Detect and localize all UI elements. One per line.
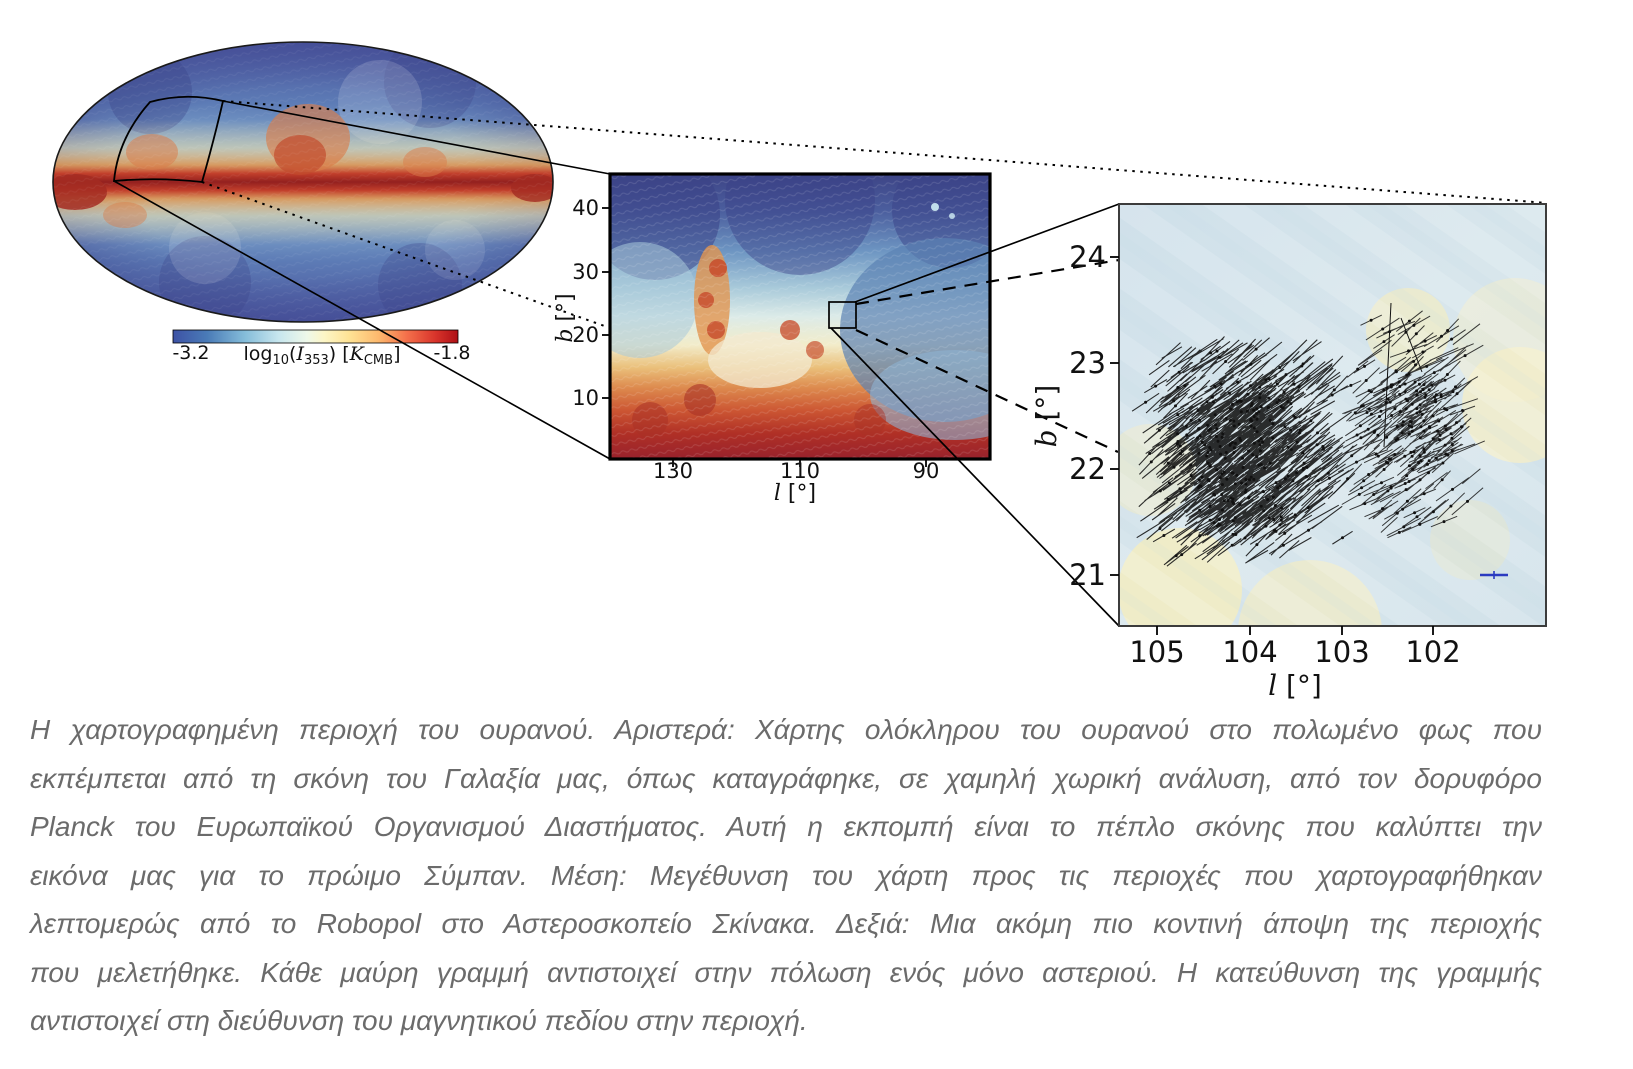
right-panel-axes [1110, 256, 1434, 635]
right-ytick-24: 24 [1069, 240, 1106, 274]
allsky-map-panel [52, 41, 554, 323]
middle-xtick-130: 130 [653, 459, 693, 483]
caption-line: εικόνα μας για το πρώιμο Σύμπαν. Μέση: Μ… [30, 859, 1542, 891]
middle-ytick-40: 40 [572, 196, 599, 220]
scale-marker [1480, 571, 1508, 579]
right-xtick-103: 103 [1314, 635, 1369, 669]
middle-panel-axes [602, 207, 927, 467]
right-xtick-105: 105 [1129, 635, 1184, 669]
caption-line: εκπέμπεται από τη σκόνη του Γαλαξία μας,… [30, 762, 1542, 794]
right-ytick-22: 22 [1069, 452, 1106, 486]
right-xaxis-label: l [°] [1268, 669, 1322, 700]
middle-map-panel: 40 30 20 10 130 110 90 l [°] b [°] [553, 172, 992, 506]
middle-ytick-20: 20 [572, 323, 599, 347]
colorbar-min-label: -3.2 [172, 342, 209, 364]
middle-yaxis-label: b [°] [553, 293, 578, 342]
right-ytick-23: 23 [1069, 346, 1106, 380]
middle-xaxis-label: l [°] [774, 481, 816, 506]
right-yaxis-label: b [°] [1030, 385, 1063, 448]
allsky-outline [52, 41, 554, 323]
middle-xtick-90: 90 [913, 459, 940, 483]
right-map-panel: 24 23 22 21 105 104 103 102 l [°] b [°] [1030, 203, 1547, 700]
middle-ytick-10: 10 [572, 386, 599, 410]
caption-line: που μελετήθηκε. Κάθε μαύρη γραμμή αντιστ… [30, 956, 1542, 988]
right-panel-border [1118, 203, 1547, 627]
caption-line: Η χαρτογραφημένη περιοχή του ουρανού. Αρ… [30, 714, 1542, 745]
zoom-square-outline [828, 301, 857, 329]
right-ytick-21: 21 [1069, 558, 1106, 592]
square-connector-lines [830, 203, 1120, 627]
colorbar-max-label: -1.8 [433, 342, 470, 364]
middle-xtick-110: 110 [780, 459, 820, 483]
zoom-wedge-outline [113, 95, 225, 183]
right-xtick-104: 104 [1222, 635, 1277, 669]
caption-line: Planck του Ευρωπαϊκού Οργανισμού Διαστήμ… [30, 811, 1542, 842]
caption-line: λεπτομερώς από το Robopol στο Αστεροσκοπ… [30, 908, 1542, 939]
colorbar: -3.2 log10(I353) [KCMB] -1.8 [172, 329, 471, 368]
caption-line: αντιστοιχεί στη διεύθυνση του μαγνητικού… [30, 1005, 808, 1036]
wedge-connector-lines [113, 100, 1548, 460]
colorbar-title: log10(I353) [KCMB] [244, 343, 401, 368]
figure-canvas: -3.2 log10(I353) [KCMB] -1.8 [52, 41, 1548, 700]
right-xtick-102: 102 [1405, 635, 1460, 669]
middle-ytick-30: 30 [572, 260, 599, 284]
figure-caption: Η χαρτογραφημένη περιοχή του ουρανού. Αρ… [30, 706, 1542, 1046]
polarization-segments [1131, 302, 1485, 567]
